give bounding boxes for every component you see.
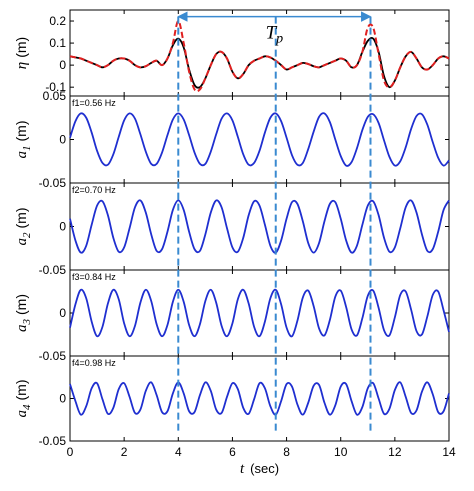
y-axis-symbol: a: [14, 238, 30, 246]
panel-frame: [69, 95, 450, 184]
data-line: [69, 199, 450, 254]
y-axis-subscript: 3: [21, 319, 33, 326]
panel-frame: [69, 9, 450, 97]
y-tick-label: 0.05: [43, 89, 67, 103]
y-tick-label: 0: [59, 133, 66, 147]
panel-label: f4=0.98 Hz: [72, 358, 116, 368]
x-axis-symbol: t: [240, 461, 245, 477]
panel-label: f2=0.70 Hz: [72, 185, 116, 195]
y-axis-symbol: η: [14, 62, 30, 69]
y-axis-symbol: a: [14, 410, 30, 418]
data-line: [69, 381, 450, 416]
x-tick-label: 6: [229, 445, 236, 459]
y-axis-label: a2 (m): [13, 208, 33, 246]
panel-frame: [69, 269, 450, 357]
y-axis-unit: (m): [13, 37, 29, 58]
y-axis-subscript: 2: [21, 232, 33, 238]
data-line: [69, 112, 450, 167]
span-label: Tp: [266, 23, 284, 47]
x-tick-label: 8: [283, 445, 290, 459]
y-axis-subscript: 4: [21, 404, 33, 410]
data-line: [69, 20, 450, 93]
y-tick-label: 0: [59, 392, 66, 406]
y-axis-subscript: 1: [21, 146, 33, 152]
y-tick-label: -0.05: [39, 263, 67, 277]
y-axis-unit: (m): [13, 208, 29, 229]
x-tick-label: 2: [121, 445, 128, 459]
span-symbol: T: [266, 23, 278, 44]
y-tick-label: 0.1: [49, 36, 66, 50]
x-tick-label: 10: [334, 445, 348, 459]
data-line: [69, 37, 450, 89]
data-line: [69, 288, 450, 338]
x-tick-label: 0: [67, 445, 74, 459]
y-axis-unit: (m): [13, 380, 29, 401]
panel-label: f3=0.84 Hz: [72, 272, 116, 282]
y-axis-label: a1 (m): [13, 121, 33, 159]
y-tick-label: 0.2: [49, 14, 66, 28]
y-axis-unit: (m): [13, 294, 29, 315]
y-axis-symbol: a: [14, 325, 30, 333]
x-tick-label: 4: [175, 445, 182, 459]
x-axis-unit: (sec): [250, 461, 279, 476]
y-tick-label: 0: [59, 306, 66, 320]
x-axis-label: t (sec): [240, 461, 279, 477]
y-tick-label: -0.05: [39, 176, 67, 190]
y-axis-unit: (m): [13, 121, 29, 142]
y-axis-symbol: a: [14, 151, 30, 159]
y-axis-label: a4 (m): [13, 380, 33, 418]
panel-label: f1=0.56 Hz: [72, 98, 116, 108]
y-axis-label: η (m): [13, 37, 30, 69]
x-tick-label: 12: [388, 445, 402, 459]
x-tick-label: 14: [442, 445, 456, 459]
y-tick-label: -0.1: [45, 80, 66, 94]
y-tick-label: 0: [59, 58, 66, 72]
y-tick-label: 0: [59, 220, 66, 234]
y-tick-label: -0.05: [39, 349, 67, 363]
span-subscript: p: [275, 32, 283, 47]
panel-frame: [69, 182, 450, 271]
y-tick-label: -0.05: [39, 434, 67, 448]
y-axis-label: a3 (m): [13, 294, 33, 332]
